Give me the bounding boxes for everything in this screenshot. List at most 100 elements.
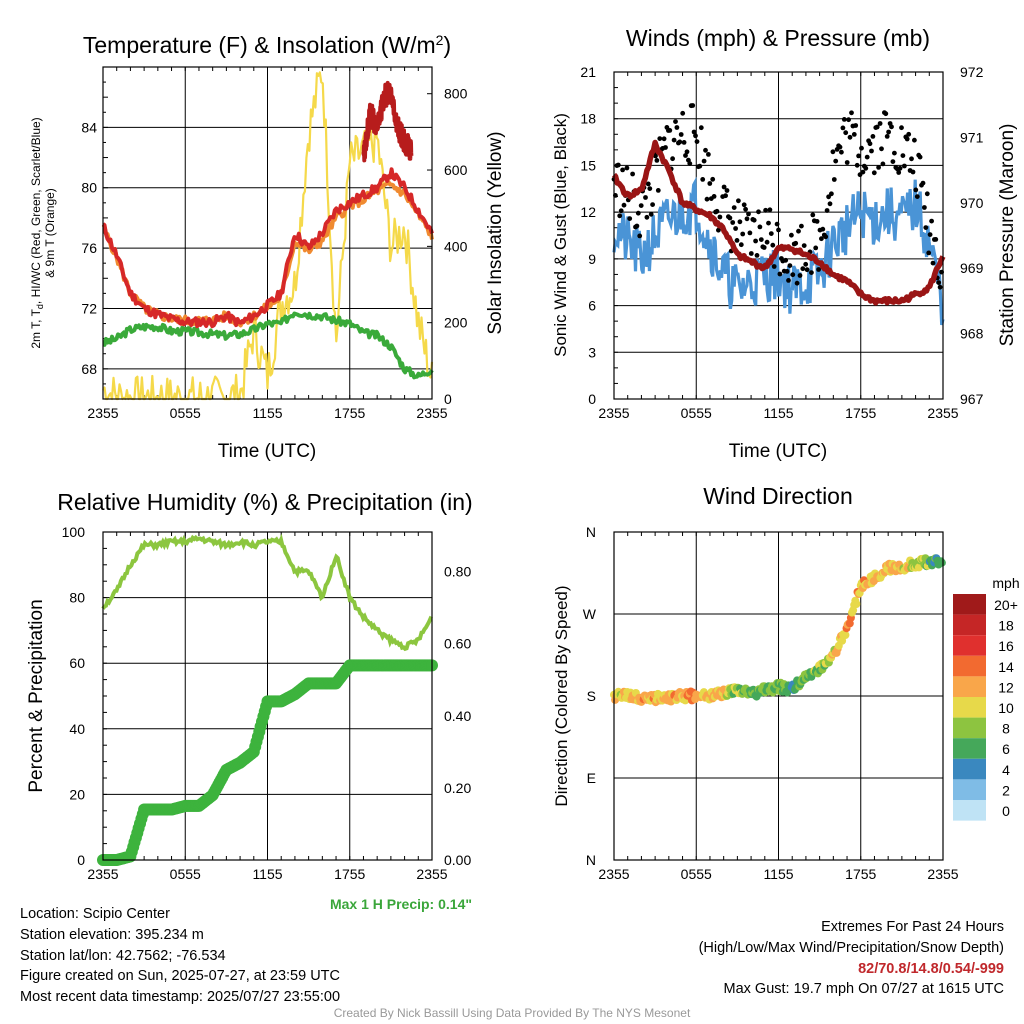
gust-point [674,125,680,130]
y-right-tick-label: 0.80 [444,564,471,580]
heat-index-line [361,80,414,163]
x-tick-label: 0555 [681,866,712,882]
gust-point [799,223,804,229]
elevation-text: Station elevation: 395.234 m [20,926,204,943]
y-right-axis-label: Station Pressure (Maroon) [997,124,1018,347]
gust-point [716,227,721,233]
gust-point [929,218,934,224]
y-tick-label: 60 [69,655,85,671]
gust-point [634,223,640,229]
gust-point [706,152,711,157]
gust-point [920,180,926,186]
plot-border [613,531,944,861]
dewpoint-line [102,311,434,380]
legend-label: 18 [998,618,1014,634]
gust-point [724,188,730,193]
x-tick-label: 1155 [763,866,793,882]
gust-point [914,194,920,200]
gust-point [738,242,744,248]
gust-point [864,154,870,160]
gust-point [746,211,751,217]
gust-point [667,127,673,133]
x-tick-label: 1155 [252,866,282,882]
gust-point [853,123,859,128]
gust-point [814,219,820,224]
chart-title: Temperature (F) & Insolation (W/m2) [83,32,451,58]
gust-point [678,132,684,137]
credit-text: Created By Nick Bassill Using Data Provi… [333,1006,691,1020]
gust-point [733,226,738,231]
legend-label: 10 [998,700,1014,716]
gust-point [661,136,667,142]
gust-point [747,230,753,236]
y-tick-label: 18 [580,111,596,127]
x-tick-label: 0555 [170,405,201,421]
y-right-tick-label: 968 [960,326,984,342]
y-right-tick-label: 972 [960,64,984,80]
gust-point [789,232,794,238]
gust-point [874,124,880,130]
gust-point [784,269,790,274]
gust-point [927,232,933,238]
gust-point [621,202,627,208]
y-tick-label: 40 [69,721,85,737]
gust-point [889,124,894,130]
gust-point [737,219,743,225]
gust-point [694,139,700,145]
gust-point [884,134,890,139]
gust-point [786,278,791,283]
gust-point [654,158,660,163]
gust-point [711,194,717,199]
gust-point [776,227,781,233]
gust-point [630,171,635,177]
gust-point [902,163,907,169]
gust-point [936,280,942,285]
gust-point [810,212,816,218]
y-tick-label: 80 [81,180,97,196]
gust-point [917,154,923,160]
x-tick-label: 2355 [416,866,447,882]
legend-swatch [953,635,986,656]
y-tick-label: 0 [588,391,596,407]
gust-point [618,208,624,214]
gust-point [670,156,675,162]
gust-point [830,149,836,155]
y-tick-label: 68 [81,361,97,377]
y-tick-label: 72 [81,300,97,316]
chart-title: Wind Direction [703,483,853,509]
gust-point [867,141,873,147]
gust-point [637,233,643,239]
gust-point [909,156,914,162]
gust-point [757,224,763,230]
y-tick-label: W [583,606,597,622]
gust-point [627,216,633,222]
y-tick-label: 15 [580,157,596,173]
legend-label: 6 [1002,741,1010,757]
gust-point [856,153,861,159]
gust-point [847,134,853,140]
x-tick-label: 1755 [334,405,365,421]
x-tick-label: 1755 [334,866,365,882]
gust-point [854,162,860,168]
gust-point [680,110,686,116]
direction-point [841,631,850,639]
wind-speed-line [612,176,945,326]
gust-point [624,165,630,171]
gust-point [793,240,799,246]
gust-point [890,159,896,165]
y-right-tick-label: 971 [960,129,984,145]
gust-point [816,267,821,272]
gust-point [876,165,881,170]
gust-point [690,103,696,108]
station-info: Location: Scipio Center Station elevatio… [20,904,340,1008]
gust-point [910,169,916,175]
gust-point [683,153,688,158]
gust-point [877,121,883,126]
chart-title: Relative Humidity (%) & Precipitation (i… [57,489,472,515]
gust-point [644,214,650,220]
gust-point [767,207,773,213]
gust-point [727,215,733,221]
x-tick-label: 2355 [927,866,958,882]
direction-point [852,600,861,608]
y-tick-label: 76 [81,240,97,256]
